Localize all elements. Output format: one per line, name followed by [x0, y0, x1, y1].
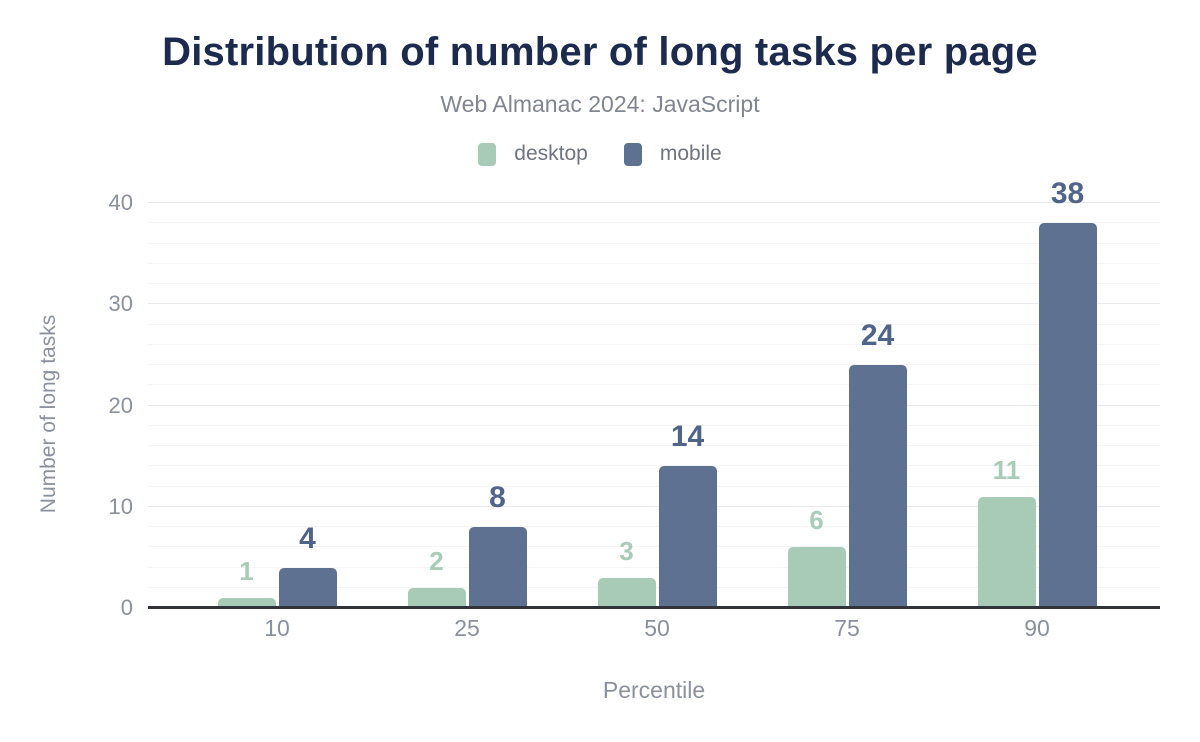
legend-swatch-desktop-icon	[478, 142, 497, 166]
bar-value-label: 8	[489, 481, 506, 514]
plot-area: 0 10 20 30 40 10 1 4 25 2 8 50 3 14 75 6 24 90 11 38	[109, 179, 1160, 641]
bar-value-label: 2	[429, 545, 444, 576]
bar-mobile-p90[interactable]	[1038, 223, 1097, 608]
gridline-minor	[148, 526, 1160, 527]
gridline-minor	[148, 485, 1160, 487]
gridline-minor	[148, 465, 1160, 467]
y-axis-title: Number of long tasks	[37, 314, 60, 514]
bar-value-label: 38	[1050, 177, 1085, 211]
bar-desktop-p75[interactable]	[787, 547, 846, 608]
gridline-minor	[148, 283, 1160, 284]
gridline-minor	[148, 343, 1160, 345]
bar-value-label: 14	[670, 420, 705, 454]
gridline-minor	[148, 445, 1160, 446]
x-tick-label: 90	[1024, 615, 1050, 641]
x-axis-line	[148, 606, 1160, 609]
bar-desktop-p25[interactable]	[407, 587, 466, 608]
x-tick-label: 75	[834, 615, 860, 641]
x-tick-label: 10	[264, 615, 290, 641]
gridline-minor	[148, 384, 1160, 386]
gridline-minor	[148, 242, 1160, 244]
chart-subtitle: Web Almanac 2024: JavaScript	[440, 91, 760, 117]
gridline-major	[148, 202, 1160, 203]
x-tick-label: 25	[454, 615, 480, 641]
bar-value-label: 11	[992, 454, 1021, 485]
bar-value-label: 3	[619, 535, 634, 566]
gridline-minor	[148, 262, 1160, 264]
gridline-minor	[148, 323, 1160, 325]
bar-desktop-p90[interactable]	[977, 496, 1036, 608]
legend-item-mobile[interactable]: mobile	[623, 142, 722, 166]
bar-desktop-p10[interactable]	[217, 597, 276, 608]
x-axis-title: Percentile	[602, 677, 706, 703]
y-tick-label: 40	[108, 190, 133, 215]
gridline-minor	[148, 222, 1160, 224]
gridline-major	[148, 404, 1160, 406]
legend-label-mobile: mobile	[659, 142, 722, 165]
bar-mobile-p50[interactable]	[658, 466, 717, 608]
y-tick-label: 20	[108, 392, 133, 418]
gridline-minor	[148, 566, 1160, 568]
y-tick-label: 10	[108, 493, 133, 519]
gridline-major	[148, 303, 1160, 305]
chart-legend: desktop mobile	[0, 142, 1200, 166]
gridline-minor	[148, 546, 1160, 548]
gridline-minor	[148, 364, 1160, 365]
x-tick-label: 50	[644, 615, 670, 641]
bar-value-label: 1	[239, 555, 254, 586]
bar-value-label: 24	[860, 319, 895, 352]
legend-swatch-mobile-icon	[623, 142, 642, 166]
y-tick-label: 0	[120, 595, 133, 620]
bar-mobile-p75[interactable]	[848, 365, 907, 608]
bar-value-label: 4	[299, 521, 316, 555]
legend-item-desktop[interactable]: desktop	[478, 142, 588, 166]
y-tick-label: 30	[108, 291, 133, 317]
legend-label-desktop: desktop	[514, 142, 588, 165]
bar-value-label: 6	[809, 505, 824, 536]
gridline-major	[148, 505, 1160, 507]
bar-mobile-p25[interactable]	[468, 527, 527, 608]
gridline-minor	[148, 424, 1160, 426]
chart-title: Distribution of number of long tasks per…	[162, 30, 1038, 74]
bar-mobile-p10[interactable]	[278, 567, 337, 608]
bar-desktop-p50[interactable]	[597, 577, 656, 608]
